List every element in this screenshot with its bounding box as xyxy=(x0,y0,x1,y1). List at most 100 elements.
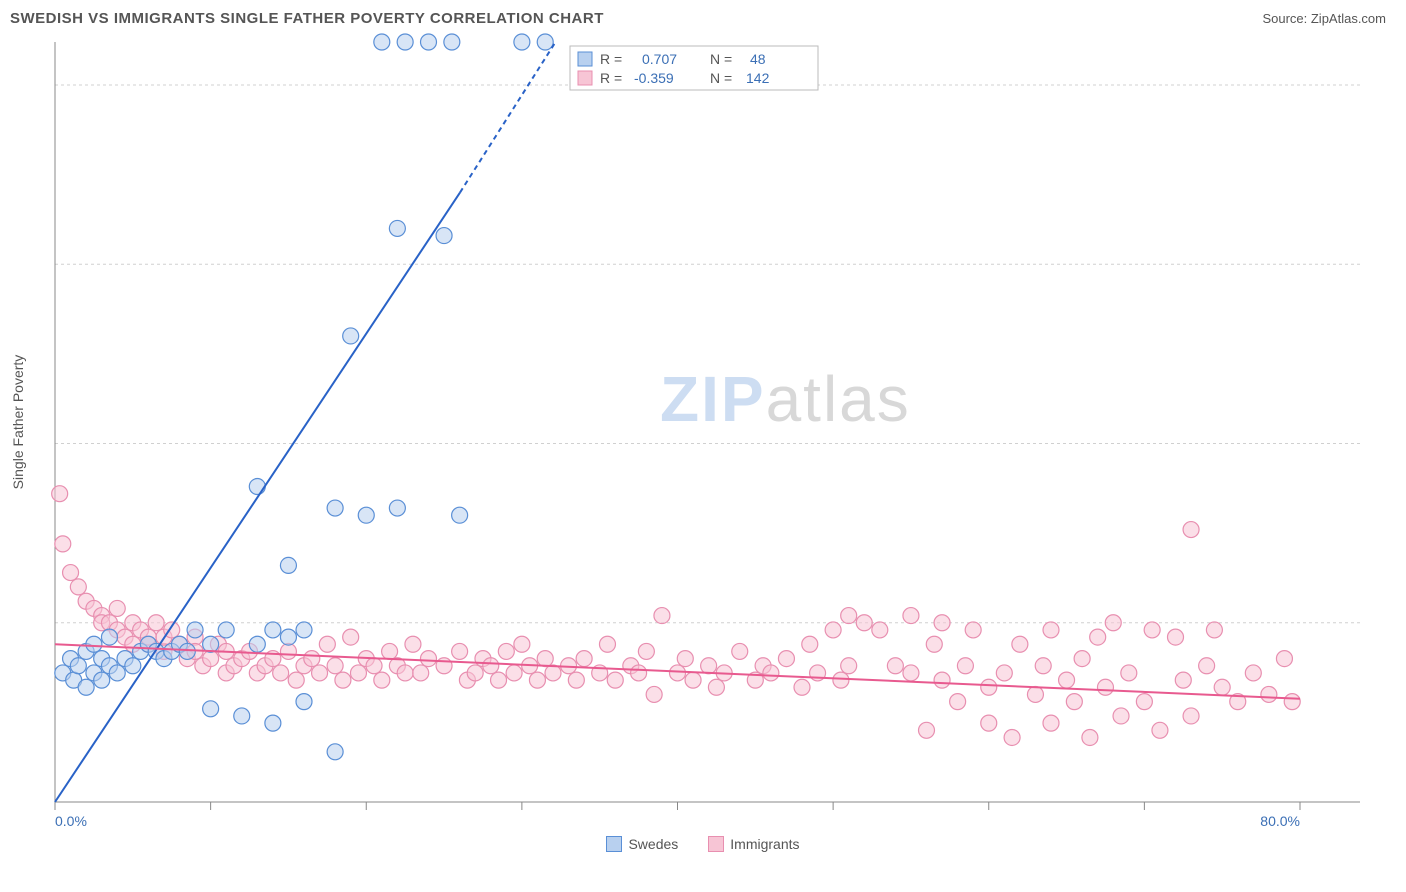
data-point xyxy=(903,665,919,681)
data-point xyxy=(179,643,195,659)
data-point xyxy=(1168,629,1184,645)
data-point xyxy=(350,665,366,681)
legend-swatch-swedes xyxy=(606,836,622,852)
data-point xyxy=(903,608,919,624)
data-point xyxy=(1206,622,1222,638)
source-link[interactable]: ZipAtlas.com xyxy=(1311,11,1386,26)
data-point xyxy=(444,34,460,50)
data-point xyxy=(1113,708,1129,724)
data-point xyxy=(1183,522,1199,538)
data-point xyxy=(483,658,499,674)
data-point xyxy=(366,658,382,674)
data-point xyxy=(576,651,592,667)
data-point xyxy=(1144,622,1160,638)
legend-label-immigrants: Immigrants xyxy=(730,836,799,852)
data-point xyxy=(109,600,125,616)
data-point xyxy=(327,658,343,674)
data-point xyxy=(981,715,997,731)
data-point xyxy=(1027,686,1043,702)
data-point xyxy=(1199,658,1215,674)
trend-line xyxy=(55,193,460,802)
y-axis-label: Single Father Poverty xyxy=(10,355,26,490)
data-point xyxy=(1261,686,1277,702)
data-point xyxy=(841,658,857,674)
data-point xyxy=(1004,729,1020,745)
data-point xyxy=(1183,708,1199,724)
data-point xyxy=(934,615,950,631)
data-point xyxy=(506,665,522,681)
data-point xyxy=(405,636,421,652)
data-point xyxy=(708,679,724,695)
data-point xyxy=(436,228,452,244)
data-point xyxy=(677,651,693,667)
data-point xyxy=(981,679,997,695)
data-point xyxy=(312,665,328,681)
data-point xyxy=(654,608,670,624)
svg-text:142: 142 xyxy=(746,70,770,86)
data-point xyxy=(452,507,468,523)
data-point xyxy=(327,500,343,516)
scatter-chart: 25.0%50.0%75.0%100.0%0.0%80.0%R = 0.707N… xyxy=(10,32,1370,832)
trend-line xyxy=(55,644,1300,698)
data-point xyxy=(1074,651,1090,667)
data-point xyxy=(203,651,219,667)
data-point xyxy=(568,672,584,688)
data-point xyxy=(631,665,647,681)
data-point xyxy=(926,636,942,652)
data-point xyxy=(374,34,390,50)
data-point xyxy=(421,34,437,50)
data-point xyxy=(249,636,265,652)
data-point xyxy=(919,722,935,738)
data-point xyxy=(701,658,717,674)
data-point xyxy=(467,665,483,681)
data-point xyxy=(421,651,437,667)
x-tick-label: 80.0% xyxy=(1260,813,1300,829)
data-point xyxy=(887,658,903,674)
legend-label-swedes: Swedes xyxy=(628,836,678,852)
chart-header: SWEDISH VS IMMIGRANTS SINGLE FATHER POVE… xyxy=(0,0,1406,32)
data-point xyxy=(304,651,320,667)
svg-text:R =: R = xyxy=(600,51,622,67)
data-point xyxy=(1043,715,1059,731)
data-point xyxy=(670,665,686,681)
data-point xyxy=(1059,672,1075,688)
data-point xyxy=(1090,629,1106,645)
data-point xyxy=(599,636,615,652)
data-point xyxy=(638,643,654,659)
data-point xyxy=(685,672,701,688)
data-point xyxy=(1284,694,1300,710)
data-point xyxy=(101,629,117,645)
data-point xyxy=(957,658,973,674)
data-point xyxy=(280,643,296,659)
data-point xyxy=(1043,622,1059,638)
data-point xyxy=(288,672,304,688)
data-point xyxy=(335,672,351,688)
data-point xyxy=(296,694,312,710)
data-point xyxy=(1082,729,1098,745)
chart-container: Single Father Poverty ZIPatlas 25.0%50.0… xyxy=(10,32,1386,832)
data-point xyxy=(358,507,374,523)
data-point xyxy=(1097,679,1113,695)
legend: Swedes Immigrants xyxy=(0,836,1406,852)
data-point xyxy=(148,615,164,631)
data-point xyxy=(280,629,296,645)
data-point xyxy=(1066,694,1082,710)
data-point xyxy=(452,643,468,659)
data-point xyxy=(1012,636,1028,652)
data-point xyxy=(374,672,390,688)
svg-text:N =: N = xyxy=(710,51,732,67)
data-point xyxy=(1121,665,1137,681)
data-point xyxy=(950,694,966,710)
svg-text:N =: N = xyxy=(710,70,732,86)
source-attribution: Source: ZipAtlas.com xyxy=(1262,11,1386,26)
data-point xyxy=(343,629,359,645)
data-point xyxy=(389,500,405,516)
data-point xyxy=(389,220,405,236)
data-point xyxy=(218,622,234,638)
data-point xyxy=(794,679,810,695)
data-point xyxy=(249,479,265,495)
data-point xyxy=(825,622,841,638)
data-point xyxy=(55,536,71,552)
data-point xyxy=(94,672,110,688)
data-point xyxy=(265,622,281,638)
